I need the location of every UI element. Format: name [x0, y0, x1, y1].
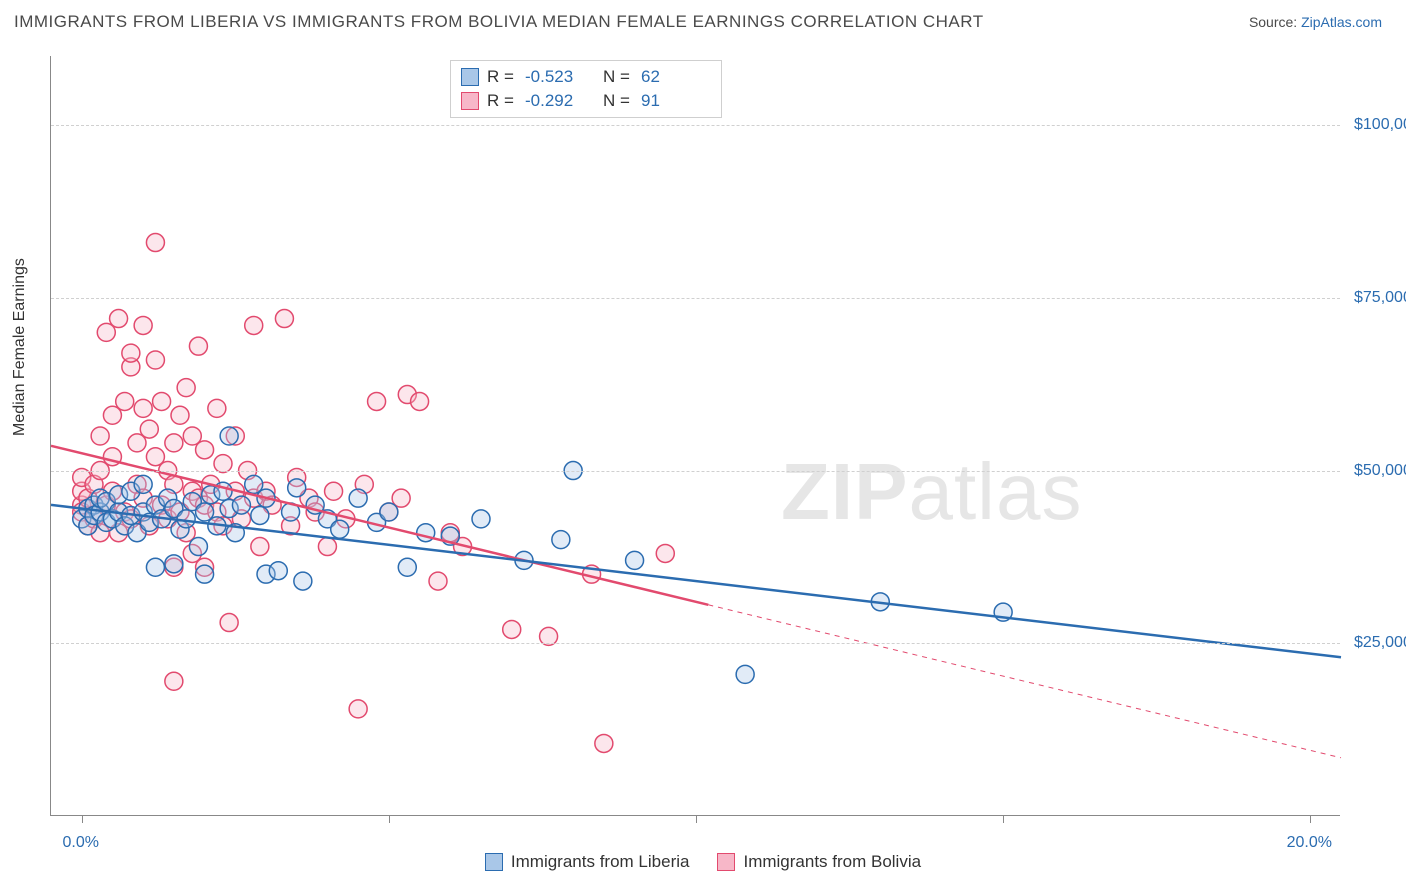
- plot-area: ZIPatlas $25,000$50,000$75,000$100,000: [50, 56, 1340, 816]
- data-point-liberia: [349, 489, 367, 507]
- data-point-bolivia: [134, 399, 152, 417]
- data-point-liberia: [220, 427, 238, 445]
- y-tick-label: $75,000: [1346, 289, 1406, 307]
- data-point-bolivia: [116, 392, 134, 410]
- x-tick: [82, 815, 83, 823]
- data-point-bolivia: [411, 392, 429, 410]
- gridline: [51, 298, 1340, 299]
- data-point-liberia: [134, 475, 152, 493]
- plot-svg: [51, 56, 1340, 815]
- n-value: 91: [641, 89, 711, 113]
- data-point-bolivia: [595, 734, 613, 752]
- y-tick-label: $50,000: [1346, 462, 1406, 480]
- correlation-row-liberia: R = -0.523 N = 62: [461, 65, 711, 89]
- data-point-bolivia: [140, 420, 158, 438]
- data-point-bolivia: [220, 614, 238, 632]
- data-point-liberia: [380, 503, 398, 521]
- r-value: -0.292: [525, 89, 595, 113]
- data-point-liberia: [232, 496, 250, 514]
- data-point-liberia: [552, 531, 570, 549]
- data-point-liberia: [626, 551, 644, 569]
- source-prefix: Source:: [1249, 14, 1301, 30]
- data-point-bolivia: [318, 538, 336, 556]
- y-tick-label: $100,000: [1346, 116, 1406, 134]
- data-point-liberia: [288, 479, 306, 497]
- data-point-bolivia: [349, 700, 367, 718]
- x-tick-label: 20.0%: [1287, 834, 1332, 852]
- data-point-bolivia: [171, 406, 189, 424]
- chart-container: IMMIGRANTS FROM LIBERIA VS IMMIGRANTS FR…: [0, 0, 1406, 892]
- chart-title: IMMIGRANTS FROM LIBERIA VS IMMIGRANTS FR…: [14, 12, 984, 32]
- correlation-row-bolivia: R = -0.292 N = 91: [461, 89, 711, 113]
- data-point-bolivia: [196, 441, 214, 459]
- correlation-legend: R = -0.523 N = 62 R = -0.292 N = 91: [450, 60, 722, 118]
- data-point-bolivia: [146, 351, 164, 369]
- data-point-bolivia: [134, 316, 152, 334]
- r-label: R =: [487, 65, 517, 89]
- data-point-bolivia: [368, 392, 386, 410]
- n-label: N =: [603, 89, 633, 113]
- n-label: N =: [603, 65, 633, 89]
- data-point-liberia: [736, 665, 754, 683]
- data-point-bolivia: [177, 379, 195, 397]
- data-point-bolivia: [656, 544, 674, 562]
- x-tick: [1310, 815, 1311, 823]
- swatch-liberia: [485, 853, 503, 871]
- trendline-liberia: [51, 505, 1341, 657]
- data-point-bolivia: [91, 427, 109, 445]
- swatch-bolivia: [717, 853, 735, 871]
- gridline: [51, 125, 1340, 126]
- gridline: [51, 643, 1340, 644]
- data-point-liberia: [146, 558, 164, 576]
- data-point-bolivia: [189, 337, 207, 355]
- legend-item-bolivia: Immigrants from Bolivia: [717, 852, 921, 872]
- legend-item-liberia: Immigrants from Liberia: [485, 852, 690, 872]
- data-point-liberia: [331, 520, 349, 538]
- data-point-liberia: [189, 538, 207, 556]
- data-point-bolivia: [208, 399, 226, 417]
- data-point-bolivia: [245, 316, 263, 334]
- data-point-liberia: [269, 562, 287, 580]
- trendline-extrapolated-bolivia: [708, 605, 1341, 758]
- data-point-bolivia: [251, 538, 269, 556]
- data-point-liberia: [196, 565, 214, 583]
- data-point-bolivia: [165, 672, 183, 690]
- legend-label: Immigrants from Liberia: [511, 852, 690, 872]
- data-point-bolivia: [429, 572, 447, 590]
- data-point-liberia: [251, 506, 269, 524]
- data-point-liberia: [294, 572, 312, 590]
- x-tick: [1003, 815, 1004, 823]
- swatch-liberia: [461, 68, 479, 86]
- data-point-bolivia: [275, 310, 293, 328]
- data-point-liberia: [165, 555, 183, 573]
- swatch-bolivia: [461, 92, 479, 110]
- data-point-bolivia: [153, 392, 171, 410]
- data-point-liberia: [398, 558, 416, 576]
- y-axis-label: Median Female Earnings: [11, 258, 29, 436]
- r-value: -0.523: [525, 65, 595, 89]
- data-point-bolivia: [503, 620, 521, 638]
- data-point-bolivia: [110, 310, 128, 328]
- series-legend: Immigrants from Liberia Immigrants from B…: [0, 852, 1406, 876]
- gridline: [51, 471, 1340, 472]
- x-tick: [696, 815, 697, 823]
- r-label: R =: [487, 89, 517, 113]
- data-point-bolivia: [165, 434, 183, 452]
- x-tick-label: 0.0%: [62, 834, 98, 852]
- source-attribution: Source: ZipAtlas.com: [1249, 14, 1382, 30]
- y-tick-label: $25,000: [1346, 634, 1406, 652]
- x-tick: [389, 815, 390, 823]
- data-point-bolivia: [122, 344, 140, 362]
- data-point-bolivia: [325, 482, 343, 500]
- data-point-bolivia: [146, 234, 164, 252]
- n-value: 62: [641, 65, 711, 89]
- data-point-liberia: [472, 510, 490, 528]
- legend-label: Immigrants from Bolivia: [743, 852, 921, 872]
- source-link[interactable]: ZipAtlas.com: [1301, 14, 1382, 30]
